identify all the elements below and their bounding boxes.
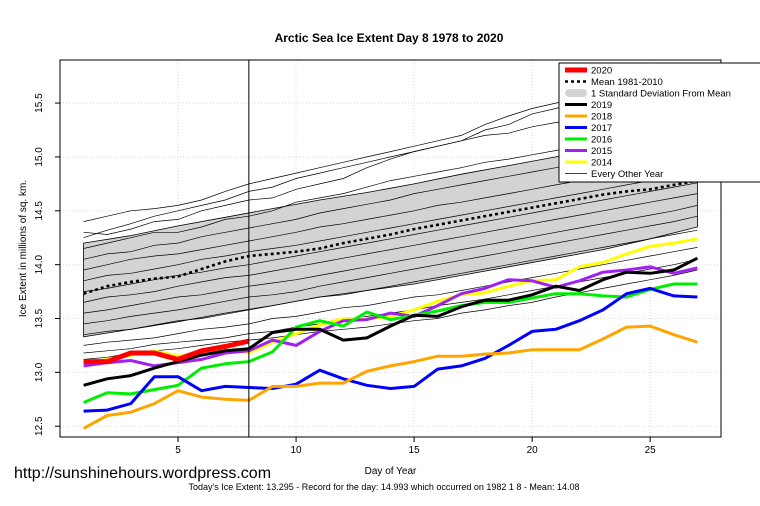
chart-title: Arctic Sea Ice Extent Day 8 1978 to 2020 bbox=[275, 31, 504, 45]
legend-label-4: 2018 bbox=[591, 112, 612, 123]
series-line-2019 bbox=[83, 256, 699, 387]
background-line-bg-9 bbox=[83, 205, 698, 314]
series-line-2018 bbox=[82, 324, 698, 430]
background-line-bg-11 bbox=[83, 229, 698, 336]
legend-label-3: 2019 bbox=[591, 100, 612, 111]
footer-stats: Today's Ice Extent: 13.295 - Record for … bbox=[189, 482, 580, 492]
legend-swatch-2 bbox=[565, 89, 587, 97]
legend-label-5: 2017 bbox=[591, 123, 612, 134]
y-axis-label: Ice Extent in millions of sq. km. bbox=[18, 180, 29, 317]
x-tick-label-25: 25 bbox=[645, 445, 657, 456]
watermark-url: http://sunshinehours.wordpress.com bbox=[14, 465, 271, 482]
legend-box bbox=[558, 62, 760, 183]
y-tick-label-1: 13.0 bbox=[34, 362, 45, 382]
legend-label-2: 1 Standard Deviation From Mean bbox=[591, 89, 731, 100]
std-band-layer bbox=[83, 127, 698, 338]
x-tick-label-10: 10 bbox=[291, 445, 303, 456]
legend-label-0: 2020 bbox=[591, 66, 612, 77]
y-tick-label-3: 14.0 bbox=[34, 254, 45, 274]
plot-frame bbox=[59, 59, 722, 438]
background-line-bg-12 bbox=[83, 247, 698, 346]
background-line-bg-10 bbox=[83, 215, 698, 325]
std-deviation-band bbox=[83, 127, 698, 338]
x-tick-label-5: 5 bbox=[175, 445, 181, 456]
series-line-2015 bbox=[83, 265, 698, 368]
y-tick-label-0: 12.5 bbox=[34, 416, 45, 436]
background-line-bg-14 bbox=[83, 269, 698, 360]
legend-label-9: Every Other Year bbox=[591, 169, 663, 180]
series-line-2020 bbox=[83, 338, 250, 365]
x-tick-label-20: 20 bbox=[527, 445, 539, 456]
background-line-bg-6 bbox=[83, 171, 698, 282]
legend-label-7: 2015 bbox=[591, 146, 612, 157]
y-tick-label-2: 13.5 bbox=[34, 308, 45, 328]
series-line-2016 bbox=[83, 282, 698, 404]
legend-label-1: Mean 1981-2010 bbox=[591, 77, 663, 88]
mean-line-layer bbox=[83, 179, 698, 295]
x-axis-label: Day of Year bbox=[365, 466, 417, 477]
y-tick-label-5: 15.0 bbox=[34, 147, 45, 167]
y-tick-label-6: 15.5 bbox=[34, 93, 45, 113]
x-tick-label-15: 15 bbox=[409, 445, 421, 456]
axes: 5 10 15 20 25 12.5 13.0 13.5 14.0 14.5 15.0 15.5 bbox=[34, 93, 656, 456]
mean-line bbox=[83, 179, 698, 295]
y-tick-label-4: 14.5 bbox=[34, 201, 45, 221]
series-line-2017 bbox=[83, 286, 698, 413]
background-line-bg-8 bbox=[83, 193, 698, 303]
legend-label-6: 2016 bbox=[591, 135, 612, 146]
legend-label-8: 2014 bbox=[591, 158, 612, 169]
year-series-lines bbox=[82, 237, 699, 430]
